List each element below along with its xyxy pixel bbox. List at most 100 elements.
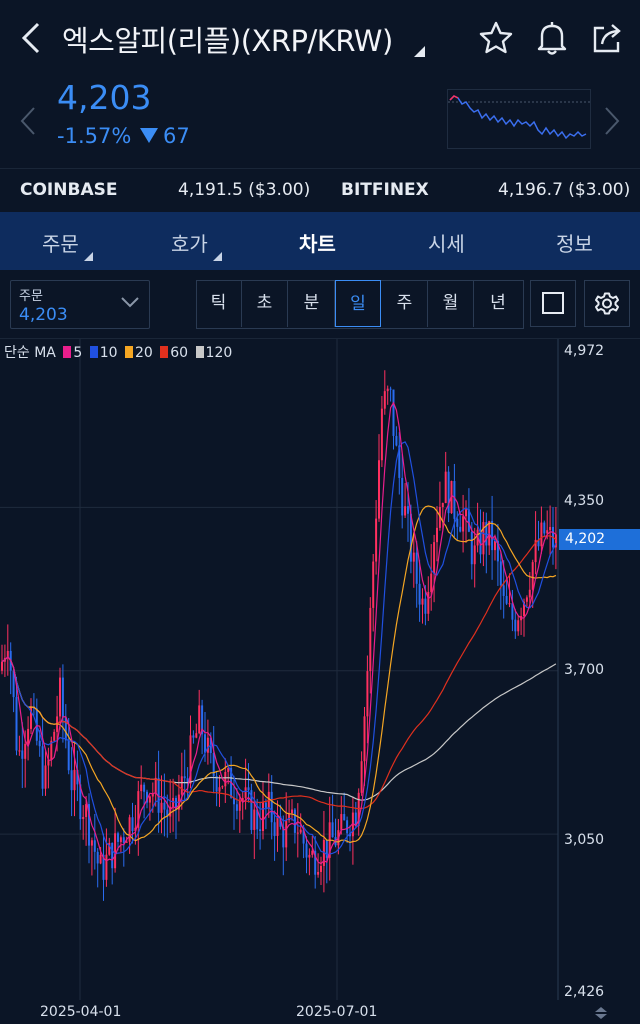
ma-line-20 bbox=[1, 505, 557, 844]
candle-body bbox=[206, 737, 209, 753]
share-icon[interactable] bbox=[588, 18, 628, 58]
candle-body bbox=[264, 802, 267, 808]
candle-body bbox=[163, 802, 166, 810]
tab-order[interactable]: 주문 bbox=[42, 232, 79, 256]
candle-body bbox=[93, 840, 96, 852]
period-day-button[interactable]: 일 bbox=[335, 280, 381, 327]
scroll-handle-icon[interactable] bbox=[594, 1005, 608, 1019]
down-triangle-icon bbox=[140, 128, 158, 143]
candle-body bbox=[407, 506, 409, 514]
candle-body bbox=[436, 527, 438, 543]
candle-body bbox=[351, 812, 354, 837]
candle-body bbox=[511, 603, 514, 620]
change-percent: -1.57% bbox=[57, 124, 132, 148]
candle-body bbox=[433, 542, 436, 574]
candle-body bbox=[462, 516, 465, 532]
period-tick-button[interactable]: 틱 bbox=[196, 280, 242, 327]
candle-body bbox=[372, 561, 375, 608]
candle-body bbox=[543, 522, 546, 534]
ma-line-120 bbox=[1, 656, 557, 801]
exchange-name-bitfinex: BITFINEX bbox=[341, 180, 429, 200]
fullscreen-box-button[interactable] bbox=[530, 280, 576, 327]
candle-body bbox=[465, 509, 467, 517]
candle-body bbox=[282, 826, 285, 848]
candle-body bbox=[349, 833, 351, 837]
star-icon[interactable] bbox=[476, 18, 516, 58]
candle-body bbox=[18, 750, 21, 752]
candle-body bbox=[317, 871, 320, 875]
period-month-button[interactable]: 월 bbox=[428, 280, 474, 327]
tab-bar bbox=[0, 212, 640, 270]
ma120-label: 120 bbox=[205, 345, 233, 361]
bell-icon[interactable] bbox=[532, 18, 572, 58]
candle-body bbox=[99, 854, 102, 864]
candle-body bbox=[224, 772, 227, 787]
candle-body bbox=[73, 769, 76, 791]
candle-body bbox=[122, 837, 125, 843]
candle-body bbox=[61, 677, 64, 718]
candle-body bbox=[273, 822, 276, 836]
candle-body bbox=[499, 561, 502, 586]
ma60-swatch bbox=[160, 346, 169, 358]
title-dropdown-caret-icon[interactable] bbox=[414, 46, 425, 57]
tab-order-caret-icon bbox=[84, 252, 93, 261]
candle-body bbox=[459, 526, 462, 532]
candle-body bbox=[21, 750, 24, 759]
back-chevron-icon[interactable] bbox=[14, 18, 50, 58]
candle-body bbox=[119, 837, 122, 842]
period-second-button[interactable]: 초 bbox=[242, 280, 288, 327]
candle-body bbox=[291, 809, 293, 814]
tab-orderbook[interactable]: 호가 bbox=[171, 232, 208, 256]
candle-body bbox=[59, 677, 61, 717]
candle-body bbox=[247, 787, 250, 791]
candle-body bbox=[151, 793, 154, 797]
candle-body bbox=[134, 827, 137, 832]
current-price: 4,203 bbox=[57, 78, 152, 117]
tab-info[interactable]: 정보 bbox=[556, 232, 593, 256]
order-price-dropdown[interactable] bbox=[10, 280, 150, 329]
chevron-down-icon[interactable] bbox=[120, 294, 140, 308]
candle-body bbox=[82, 816, 85, 820]
candle-body bbox=[421, 598, 424, 605]
period-week-button[interactable]: 주 bbox=[382, 280, 428, 327]
candle-body bbox=[47, 759, 50, 766]
candle-body bbox=[453, 481, 456, 519]
ma10-label: 10 bbox=[99, 345, 118, 361]
tab-market-price[interactable]: 시세 bbox=[428, 232, 465, 256]
candle-body bbox=[198, 705, 201, 734]
period-minute-button[interactable]: 분 bbox=[289, 280, 335, 327]
ma5-label: 5 bbox=[73, 345, 83, 361]
candle-body bbox=[64, 717, 67, 741]
candle-body bbox=[441, 502, 444, 507]
candle-body bbox=[395, 435, 398, 446]
candle-body bbox=[67, 740, 70, 771]
candle-body bbox=[392, 389, 395, 436]
next-coin-arrow-icon[interactable] bbox=[600, 104, 624, 138]
candle-body bbox=[146, 791, 148, 803]
page-title[interactable]: 엑스알피(리플)(XRP/KRW) bbox=[62, 24, 393, 58]
candle-body bbox=[204, 734, 206, 753]
candle-body bbox=[253, 809, 256, 830]
candlestick-chart[interactable] bbox=[0, 339, 640, 1023]
candle-body bbox=[128, 817, 131, 842]
candle-body bbox=[412, 552, 415, 562]
exchange-price-row bbox=[0, 168, 640, 213]
gear-icon[interactable] bbox=[584, 280, 630, 327]
candle-body bbox=[447, 471, 450, 514]
period-year-button[interactable]: 년 bbox=[490, 293, 506, 313]
tab-chart[interactable]: 차트 bbox=[299, 232, 336, 256]
exchange-name-coinbase: COINBASE bbox=[20, 180, 118, 200]
candle-body bbox=[30, 706, 32, 729]
candle-body bbox=[12, 670, 15, 698]
candle-body bbox=[537, 539, 540, 547]
candle-body bbox=[401, 477, 404, 516]
candle-body bbox=[70, 770, 73, 791]
candle-body bbox=[125, 841, 128, 843]
candle-body bbox=[143, 784, 146, 792]
candle-body bbox=[418, 583, 421, 605]
candle-body bbox=[549, 527, 552, 531]
prev-coin-arrow-icon[interactable] bbox=[16, 104, 40, 138]
mini-price-chart[interactable] bbox=[447, 89, 591, 149]
candle-body bbox=[140, 784, 143, 792]
y-tick-label: 4,350 bbox=[564, 493, 605, 509]
